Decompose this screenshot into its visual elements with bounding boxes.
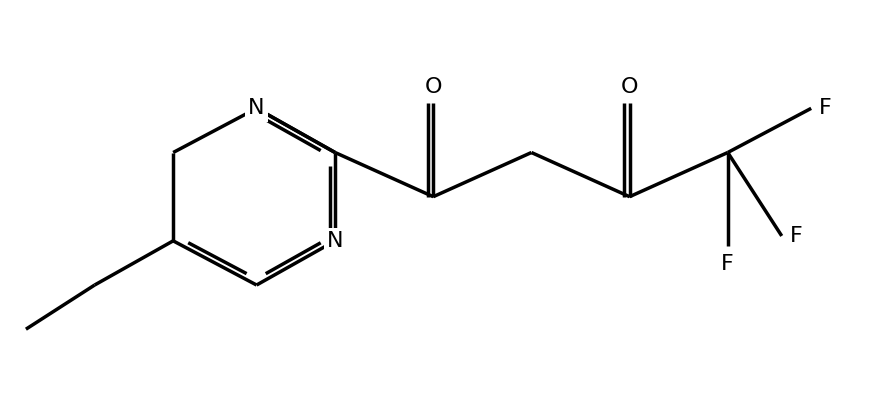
Text: F: F: [819, 98, 831, 119]
Text: O: O: [621, 76, 638, 97]
Text: F: F: [789, 226, 802, 246]
Text: N: N: [327, 231, 343, 251]
Text: F: F: [721, 254, 734, 274]
Text: O: O: [425, 76, 442, 97]
Text: N: N: [248, 98, 265, 119]
